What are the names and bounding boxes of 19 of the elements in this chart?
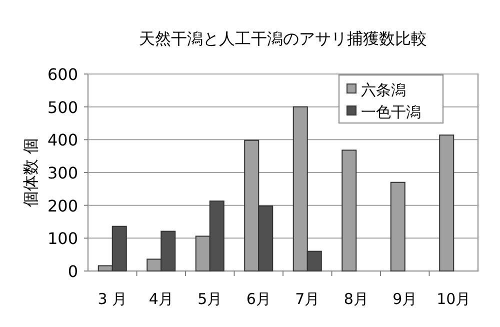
y-axis-title: 個体数 個: [21, 138, 40, 208]
x-tick-label: 9月: [392, 290, 418, 308]
y-tick-label: 300: [47, 164, 78, 182]
legend-label: 六条潟: [361, 81, 406, 99]
y-tick-label: 100: [47, 229, 78, 248]
x-tick-label: 10月: [436, 290, 471, 308]
x-tick-label: 6月: [246, 290, 271, 308]
x-tick-label: 8月: [344, 290, 368, 308]
y-tick-label: 0: [68, 262, 78, 281]
y-tick-label: 500: [47, 98, 78, 117]
y-tick-label: 600: [47, 65, 78, 84]
x-tick-label: 7月: [295, 290, 320, 308]
x-tick-label: 4月: [148, 290, 174, 308]
y-tick-label: 200: [47, 196, 78, 216]
legend-label: 一色干潟: [361, 103, 421, 121]
x-tick-label: 5月: [198, 290, 222, 308]
chart-title: 天然干潟と人工干潟のアサリ捕獲数比較: [139, 29, 427, 48]
x-tick-label: 3 月: [98, 290, 128, 308]
y-tick-label: 400: [47, 130, 78, 150]
